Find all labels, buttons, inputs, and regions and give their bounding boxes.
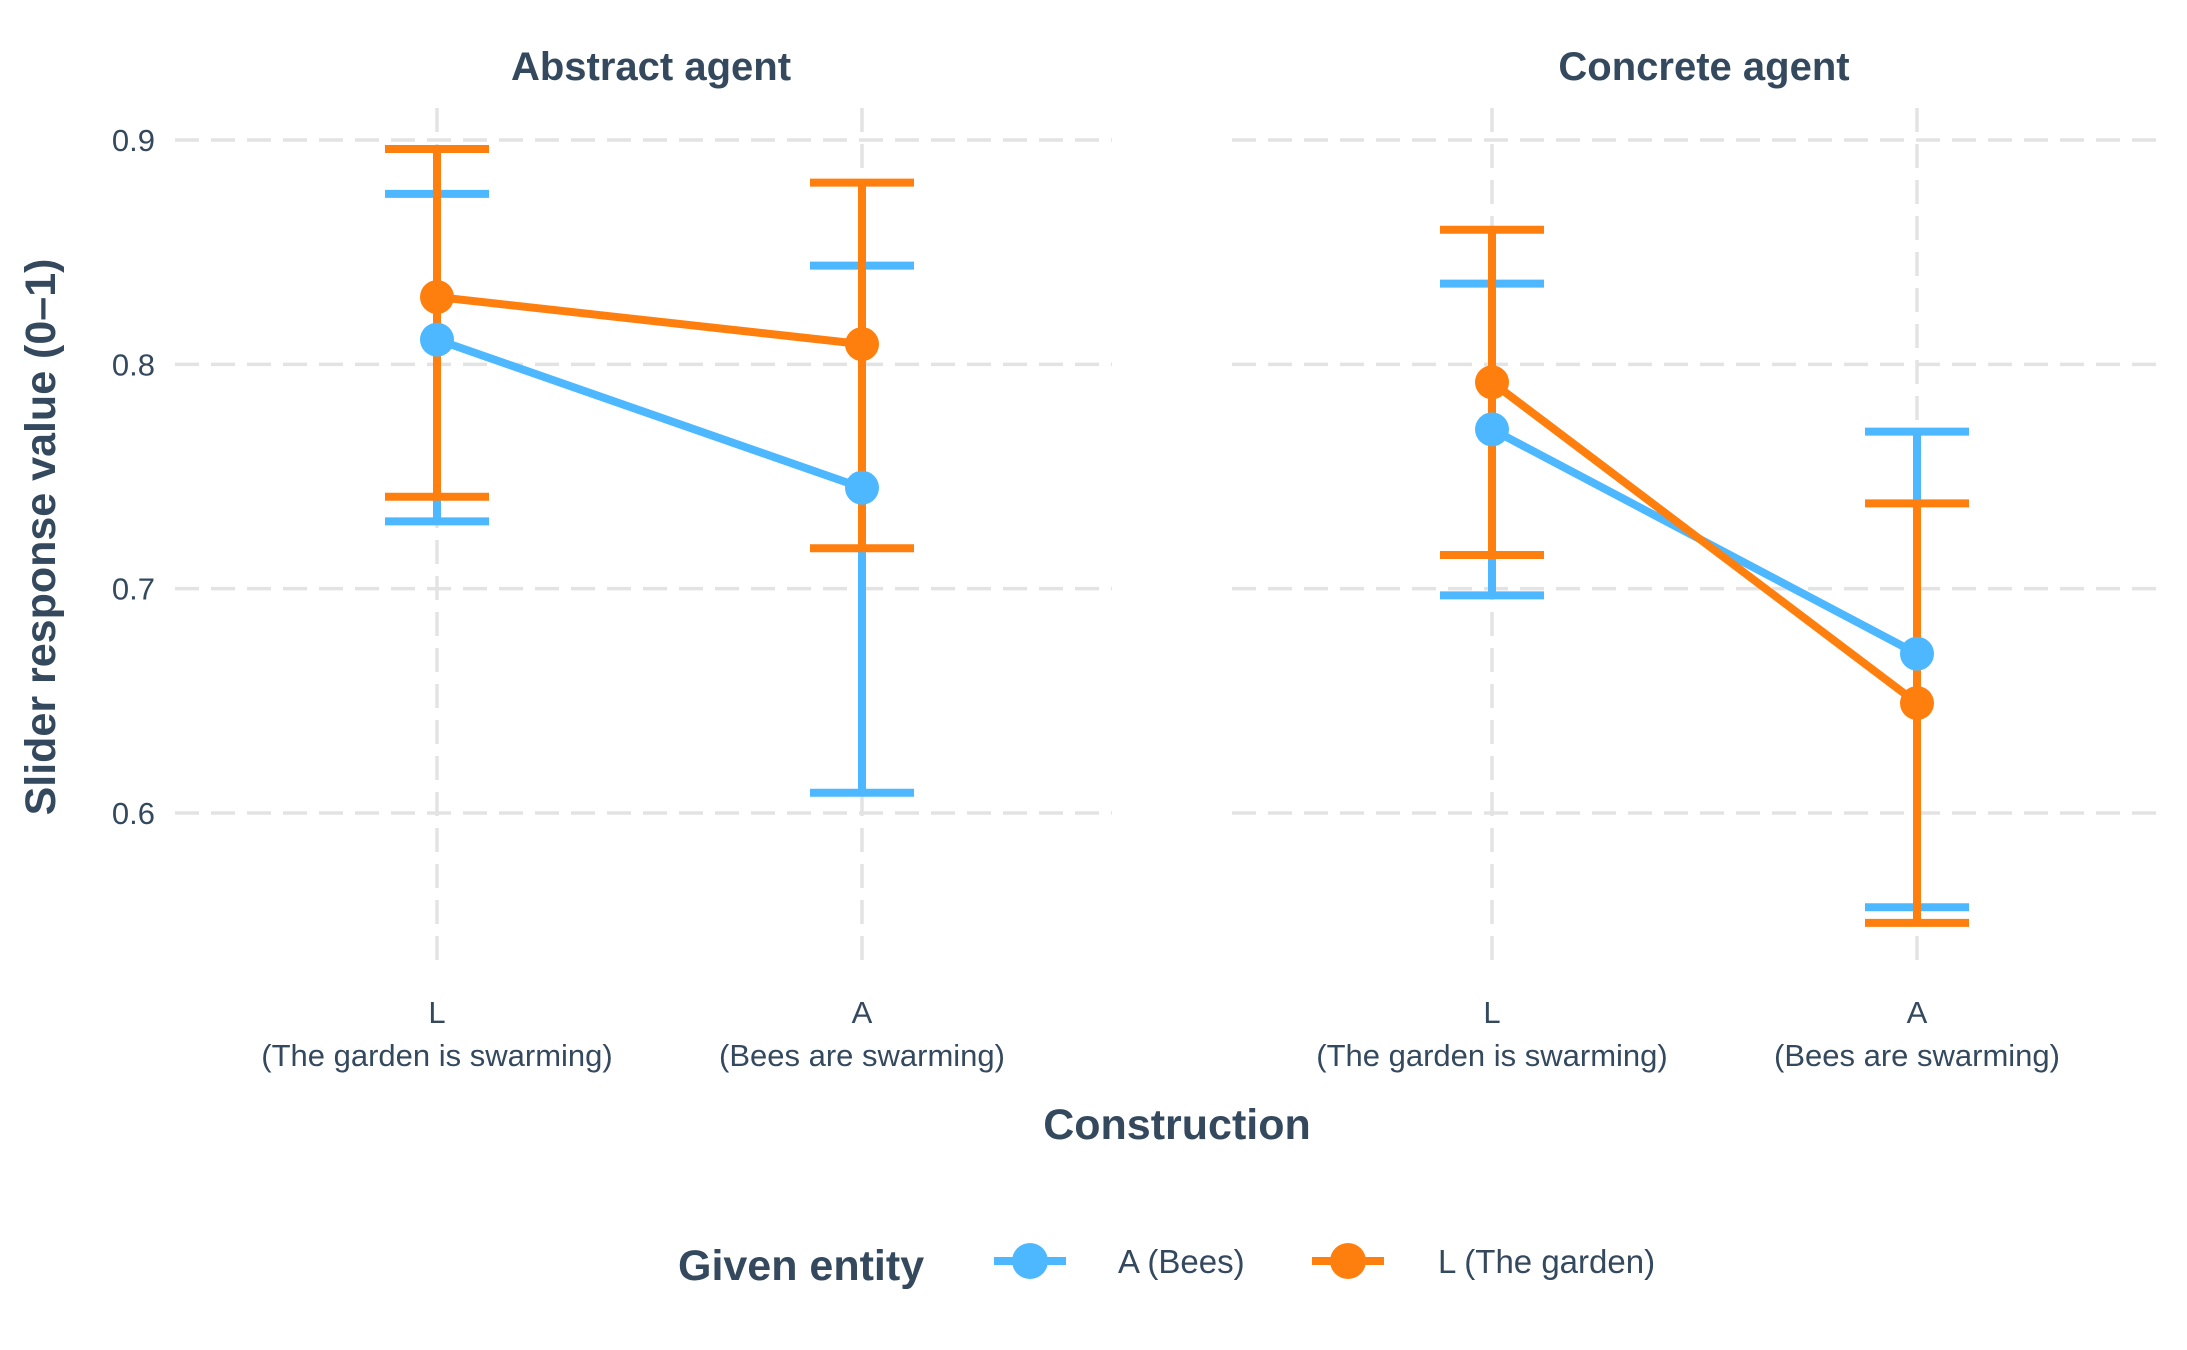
x-tick-code: L [1483, 995, 1500, 1030]
y-tick-label: 0.7 [112, 572, 155, 607]
series-line-l-garden [1489, 379, 1920, 707]
data-point-a-bees [845, 470, 879, 505]
legend-title: Given entity [678, 1242, 924, 1290]
data-point-l-garden [845, 327, 879, 362]
data-point-l-garden [1900, 686, 1934, 721]
legend-label-l-garden: L (The garden) [1438, 1243, 1655, 1280]
y-axis-ticks: 0.6 0.7 0.8 0.9 [112, 123, 155, 831]
y-tick-label: 0.9 [112, 123, 155, 158]
y-axis-title: Slider response value (0–1) [17, 259, 65, 816]
x-tick-desc: (Bees are swarming) [1774, 1038, 2060, 1073]
panel-abstract-agent: Abstract agent L (The garden is swarming… [175, 45, 1112, 1073]
data-point-l-garden [1475, 365, 1509, 400]
series-line-l-garden [436, 293, 863, 349]
legend-key-a-bees-dot [1012, 1243, 1048, 1279]
panel-concrete-agent: Concrete agent L (The garden is swarming… [1232, 45, 2166, 1073]
gridlines [175, 108, 1112, 965]
panel-marks [1440, 225, 1969, 927]
series-line-a-bees [435, 335, 864, 492]
gridlines [1232, 108, 2166, 965]
x-tick-desc: (Bees are swarming) [719, 1038, 1005, 1073]
legend: Given entity A (Bees) L (The garden) [678, 1242, 1655, 1290]
x-axis-title: Construction [1043, 1101, 1311, 1149]
data-point-l-garden [420, 280, 454, 315]
data-point-a-bees [1475, 412, 1509, 447]
x-tick-desc: (The garden is swarming) [261, 1038, 612, 1073]
x-tick-code: A [1907, 995, 1928, 1030]
x-tick-desc: (The garden is swarming) [1316, 1038, 1667, 1073]
legend-label-a-bees: A (Bees) [1118, 1243, 1245, 1280]
data-point-a-bees [420, 322, 454, 357]
legend-key-l-garden-dot [1330, 1243, 1366, 1279]
y-tick-label: 0.6 [112, 796, 155, 831]
data-point-a-bees [1900, 636, 1934, 671]
panel-title: Concrete agent [1558, 45, 1849, 89]
panel-title: Abstract agent [511, 45, 791, 89]
x-tick-code: L [428, 995, 445, 1030]
panel-marks [385, 144, 914, 797]
y-tick-label: 0.8 [112, 347, 155, 382]
x-tick-code: A [852, 995, 873, 1030]
